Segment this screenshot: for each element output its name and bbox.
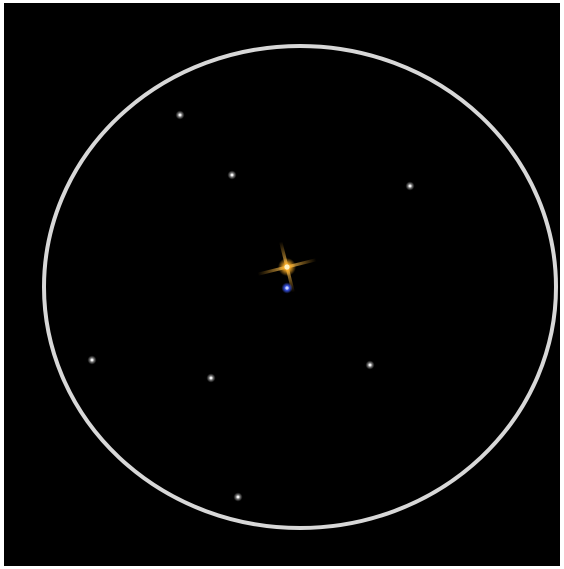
field-star [365, 360, 375, 370]
field-star [87, 355, 97, 365]
field-star [175, 110, 185, 120]
eyepiece-photo-frame [4, 3, 560, 566]
field-star [233, 492, 243, 502]
companion-star [281, 282, 293, 294]
primary-star [257, 241, 317, 293]
field-star [227, 170, 237, 180]
field-star [206, 373, 216, 383]
eyepiece-ring [42, 44, 558, 530]
field-star [405, 181, 415, 191]
